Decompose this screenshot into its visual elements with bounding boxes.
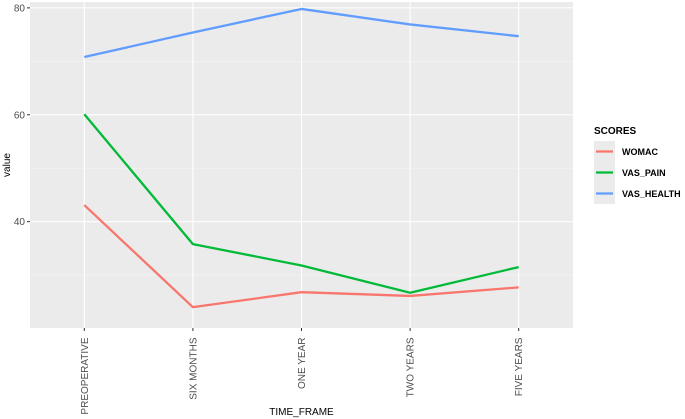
y-axis-title: value <box>2 153 13 177</box>
legend-title: SCORES <box>594 126 637 137</box>
series-lines <box>83 7 519 309</box>
y-tick-label: 80 <box>14 3 26 14</box>
x-tick-label: TWO YEARS <box>406 337 417 397</box>
x-tick-label: FIVE YEARS <box>514 337 525 396</box>
legend-label: WOMAC <box>622 147 658 157</box>
x-axis: PREOPERATIVE SIX MONTHS ONE YEAR TWO YEARS F… <box>80 328 525 415</box>
x-tick-label: PREOPERATIVE <box>80 337 91 414</box>
x-tick-label: SIX MONTHS <box>188 337 199 400</box>
x-axis-title: TIME_FRAME <box>269 407 334 418</box>
series-line-womac <box>83 204 519 309</box>
y-tick-label: 40 <box>14 217 26 228</box>
series-line-vas-health <box>84 7 519 59</box>
series-line-vas-pain <box>83 113 519 294</box>
legend: SCORES WOMAC VAS_PAIN VAS_HEALTH <box>594 126 681 204</box>
legend-label: VAS_PAIN <box>622 168 666 178</box>
x-tick-label: ONE YEAR <box>297 338 308 390</box>
legend-label: VAS_HEALTH <box>622 189 681 199</box>
y-axis: 40 60 80 <box>14 3 30 228</box>
y-tick-label: 60 <box>14 110 26 121</box>
